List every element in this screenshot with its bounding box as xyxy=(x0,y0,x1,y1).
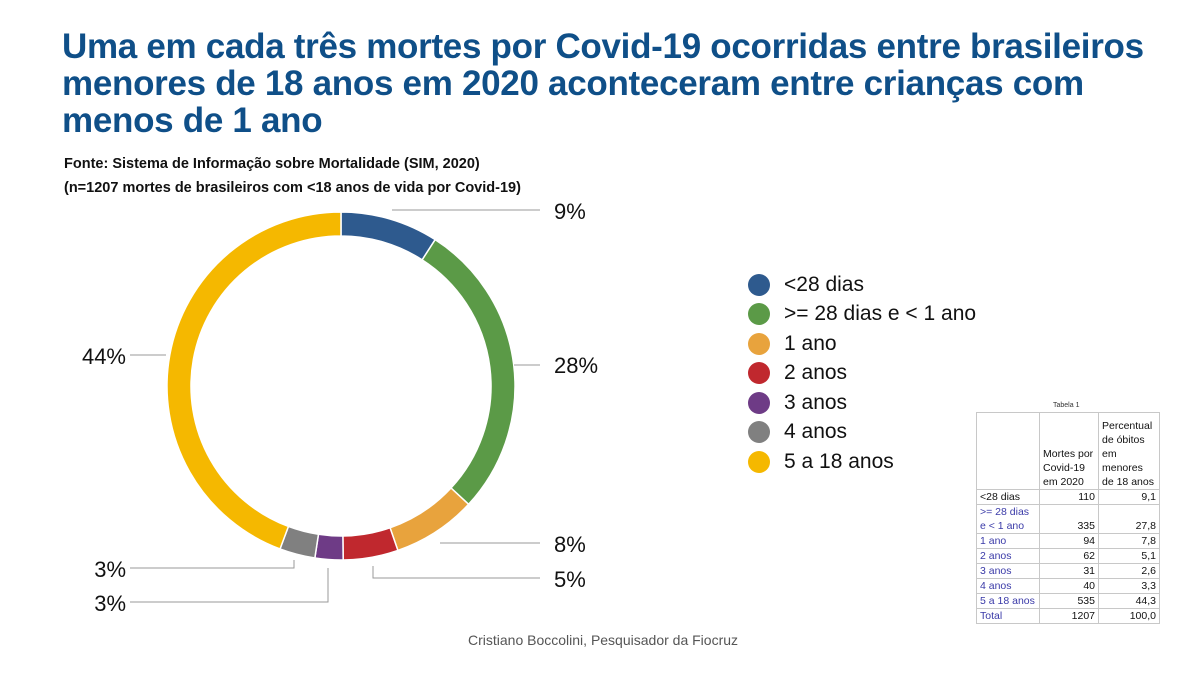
table-cell-percent: 5,1 xyxy=(1098,548,1160,564)
donut-slice-3 xyxy=(342,526,399,561)
table-header-empty xyxy=(976,412,1040,490)
table-cell-category: 1 ano xyxy=(976,533,1040,549)
leader-line-4 xyxy=(130,568,329,603)
donut-slice-0 xyxy=(340,211,437,261)
legend-label: 3 anos xyxy=(784,390,848,414)
table-cell-deaths: 535 xyxy=(1039,593,1099,609)
legend-swatch xyxy=(748,362,770,385)
data-label-1: 28% xyxy=(554,353,598,378)
table-row: <28 dias 110 9,1 xyxy=(976,489,1160,505)
page-title: Uma em cada três mortes por Covid-19 oco… xyxy=(62,27,1144,140)
table-caption: Tabela 1 xyxy=(1053,402,1080,409)
donut-slice-1 xyxy=(421,238,516,506)
table-row: 5 a 18 anos 535 44,3 xyxy=(976,593,1160,609)
table-row: 4 anos 40 3,3 xyxy=(976,578,1160,594)
table-row: Total 1207 100,0 xyxy=(976,608,1160,624)
table-cell-deaths: 1207 xyxy=(1039,608,1099,624)
data-label-0: 9% xyxy=(554,199,586,224)
legend-label: 4 anos xyxy=(784,420,848,444)
legend-swatch xyxy=(748,273,770,296)
data-table: Mortes por Covid-19 em 2020 Percentual d… xyxy=(976,412,1160,624)
table-cell-percent: 3,3 xyxy=(1098,578,1160,594)
table-cell-category: 3 anos xyxy=(976,563,1040,579)
table-row: 3 anos 31 2,6 xyxy=(976,563,1160,579)
table-cell-percent: 7,8 xyxy=(1098,533,1160,549)
table-cell-deaths: 335 xyxy=(1039,504,1099,534)
legend-label: 1 ano xyxy=(784,331,837,355)
legend-item: 2 anos xyxy=(748,359,976,389)
table-row: 1 ano 94 7,8 xyxy=(976,533,1160,549)
legend-item: 3 anos xyxy=(748,388,976,418)
legend-swatch xyxy=(748,332,770,355)
table-cell-category: <28 dias xyxy=(976,489,1040,505)
table-cell-percent: 2,6 xyxy=(1098,563,1160,579)
author-credit: Cristiano Boccolini, Pesquisador da Fioc… xyxy=(468,632,739,648)
source-line-2: (n=1207 mortes de brasileiros com <18 an… xyxy=(64,180,521,196)
leader-line-5 xyxy=(130,560,295,569)
legend-swatch xyxy=(748,421,770,444)
table-cell-percent: 44,3 xyxy=(1098,593,1160,609)
legend-label: <28 dias xyxy=(784,272,864,296)
legend-swatch xyxy=(748,450,770,473)
legend-label: 5 a 18 anos xyxy=(784,449,894,473)
table-cell-deaths: 62 xyxy=(1039,548,1099,564)
data-label-4: 3% xyxy=(94,591,126,616)
table-cell-percent: 100,0 xyxy=(1098,608,1160,624)
table-header-deaths: Mortes por Covid-19 em 2020 xyxy=(1039,412,1099,490)
table-cell-category: 4 anos xyxy=(976,578,1040,594)
legend-item: 1 ano xyxy=(748,329,976,359)
table-cell-deaths: 110 xyxy=(1039,489,1099,505)
table-cell-category: 5 a 18 anos xyxy=(976,593,1040,609)
table-cell-category: >= 28 dias e < 1 ano xyxy=(976,504,1040,534)
table-header-percent: Percentual de óbitos em menores de 18 an… xyxy=(1098,412,1160,490)
source-line-1: Fonte: Sistema de Informação sobre Morta… xyxy=(64,156,480,172)
table-cell-deaths: 40 xyxy=(1039,578,1099,594)
legend-item: 5 a 18 anos xyxy=(748,447,976,477)
leader-line-3 xyxy=(372,566,540,579)
data-label-6: 44% xyxy=(82,344,126,369)
table-row: >= 28 dias e < 1 ano 335 27,8 xyxy=(976,504,1160,534)
table-cell-category: Total xyxy=(976,608,1040,624)
table-cell-deaths: 94 xyxy=(1039,533,1099,549)
data-label-2: 8% xyxy=(554,532,586,557)
data-label-5: 3% xyxy=(94,557,126,582)
source-note: Fonte: Sistema de Informação sobre Morta… xyxy=(64,152,521,200)
legend-item: >= 28 dias e < 1 ano xyxy=(748,300,976,330)
donut-slice-2 xyxy=(389,486,470,552)
legend-item: 4 anos xyxy=(748,418,976,448)
legend-label: >= 28 dias e < 1 ano xyxy=(784,302,977,326)
data-label-3: 5% xyxy=(554,567,586,592)
table-header-row: Mortes por Covid-19 em 2020 Percentual d… xyxy=(976,412,1160,490)
legend-label: 2 anos xyxy=(784,361,848,385)
table-cell-percent: 9,1 xyxy=(1098,489,1160,505)
table-cell-percent: 27,8 xyxy=(1098,504,1160,534)
legend-swatch xyxy=(748,391,770,414)
donut-slice-4 xyxy=(314,533,344,561)
donut-slice-6 xyxy=(166,211,342,550)
table-cell-category: 2 anos xyxy=(976,548,1040,564)
table-row: 2 anos 62 5,1 xyxy=(976,548,1160,564)
table-cell-deaths: 31 xyxy=(1039,563,1099,579)
chart-legend: <28 dias >= 28 dias e < 1 ano 1 ano 2 anos 3… xyxy=(748,270,976,477)
legend-swatch xyxy=(748,303,770,326)
legend-item: <28 dias xyxy=(748,270,976,300)
